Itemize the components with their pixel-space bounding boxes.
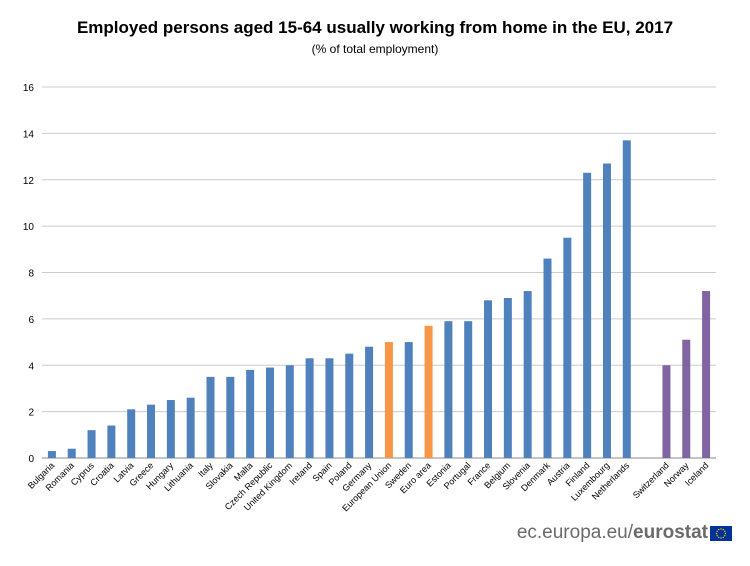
y-tick-label: 2 [28, 408, 34, 419]
y-tick-label: 6 [28, 315, 34, 326]
bar [226, 376, 235, 458]
footer-site: ec.europa.eu/ [516, 522, 634, 543]
bar [523, 291, 532, 458]
bar [87, 430, 96, 458]
bar [563, 237, 572, 458]
bar [702, 291, 711, 458]
bar [583, 172, 592, 458]
bars [47, 140, 711, 459]
bar [265, 367, 274, 458]
y-tick-label: 10 [23, 222, 35, 233]
gridlines [42, 86, 716, 459]
bar [325, 358, 334, 458]
source-footer: ec.europa.eu/eurostat [500, 518, 732, 548]
bar [662, 365, 671, 458]
bar [424, 325, 433, 458]
y-tick-label: 12 [23, 176, 35, 187]
bar [147, 404, 156, 458]
y-tick-label: 8 [28, 269, 34, 280]
bar [47, 451, 56, 458]
bar [186, 397, 195, 458]
bar [484, 300, 493, 458]
y-tick-label: 4 [28, 361, 34, 372]
bar [622, 140, 631, 459]
bar [166, 400, 175, 458]
y-tick-label: 0 [28, 454, 34, 465]
bar [444, 321, 453, 458]
bar [602, 163, 611, 459]
bar [206, 376, 215, 458]
bar [365, 346, 374, 458]
footer-brand: eurostat [633, 522, 708, 543]
bar [682, 339, 691, 458]
bar [384, 342, 393, 458]
eu-flag-icon [710, 525, 732, 541]
bar [543, 258, 552, 458]
x-tick-label: Ireland [287, 460, 314, 487]
bar [107, 425, 116, 458]
bar [503, 298, 512, 458]
bar [246, 369, 255, 458]
bar [285, 365, 294, 458]
bar [345, 353, 354, 458]
y-tick-label: 16 [23, 83, 35, 94]
source-link[interactable]: ec.europa.eu/eurostat [517, 522, 708, 544]
x-axis-labels: BulgariaRomaniaCyprusCroatiaLatviaGreece… [26, 460, 711, 513]
bar [464, 321, 473, 458]
chart-title: Employed persons aged 15-64 usually work… [76, 18, 674, 37]
bar [305, 358, 314, 458]
chart-subtitle: (% of total employment) [311, 42, 439, 56]
bar [127, 409, 136, 458]
bar [67, 448, 76, 458]
y-tick-label: 14 [23, 129, 35, 140]
y-axis-ticks: 0 2 4 6 8 10 12 14 16 [23, 83, 35, 465]
bar [404, 342, 413, 458]
